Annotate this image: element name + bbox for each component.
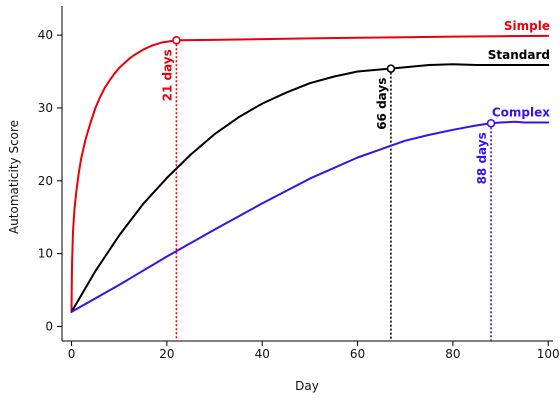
x-tick-label: 60 bbox=[350, 347, 365, 361]
simple-series-label: Simple bbox=[504, 19, 550, 33]
simple-days-label: 21 days bbox=[160, 49, 174, 101]
complex-days-label: 88 days bbox=[475, 132, 489, 184]
series-markers bbox=[172, 35, 496, 128]
series-lines bbox=[70, 34, 550, 313]
y-tick-label: 30 bbox=[38, 101, 53, 115]
standard-marker bbox=[386, 64, 396, 73]
y-tick-label: 20 bbox=[38, 174, 53, 188]
y-axis-title: Automaticity Score bbox=[7, 120, 21, 234]
complex-series-label: Complex bbox=[492, 106, 550, 120]
complex-marker bbox=[486, 118, 496, 128]
drop-lines bbox=[175, 44, 492, 341]
x-tick-label: 0 bbox=[68, 347, 76, 361]
x-tick-label: 40 bbox=[255, 347, 270, 361]
x-tick-label: 80 bbox=[445, 347, 460, 361]
standard-line bbox=[70, 63, 550, 313]
standard-series-label: Standard bbox=[488, 48, 550, 62]
simple-line bbox=[70, 34, 550, 313]
standard-days-label: 66 days bbox=[375, 78, 389, 130]
complex-line bbox=[70, 120, 550, 313]
axes: 0 20 40 60 80 100 0 10 20 30 40 bbox=[38, 6, 560, 361]
x-axis-title: Day bbox=[295, 379, 319, 393]
y-tick-label: 10 bbox=[38, 247, 53, 261]
simple-marker bbox=[172, 35, 181, 45]
y-tick-label: 40 bbox=[38, 28, 53, 42]
y-tick-label: 0 bbox=[45, 319, 53, 333]
series-labels: 21 days Simple 66 days Standard 88 daysCompl… bbox=[160, 19, 550, 185]
x-tick-label: 100 bbox=[537, 347, 560, 361]
x-tick-label: 20 bbox=[159, 347, 174, 361]
